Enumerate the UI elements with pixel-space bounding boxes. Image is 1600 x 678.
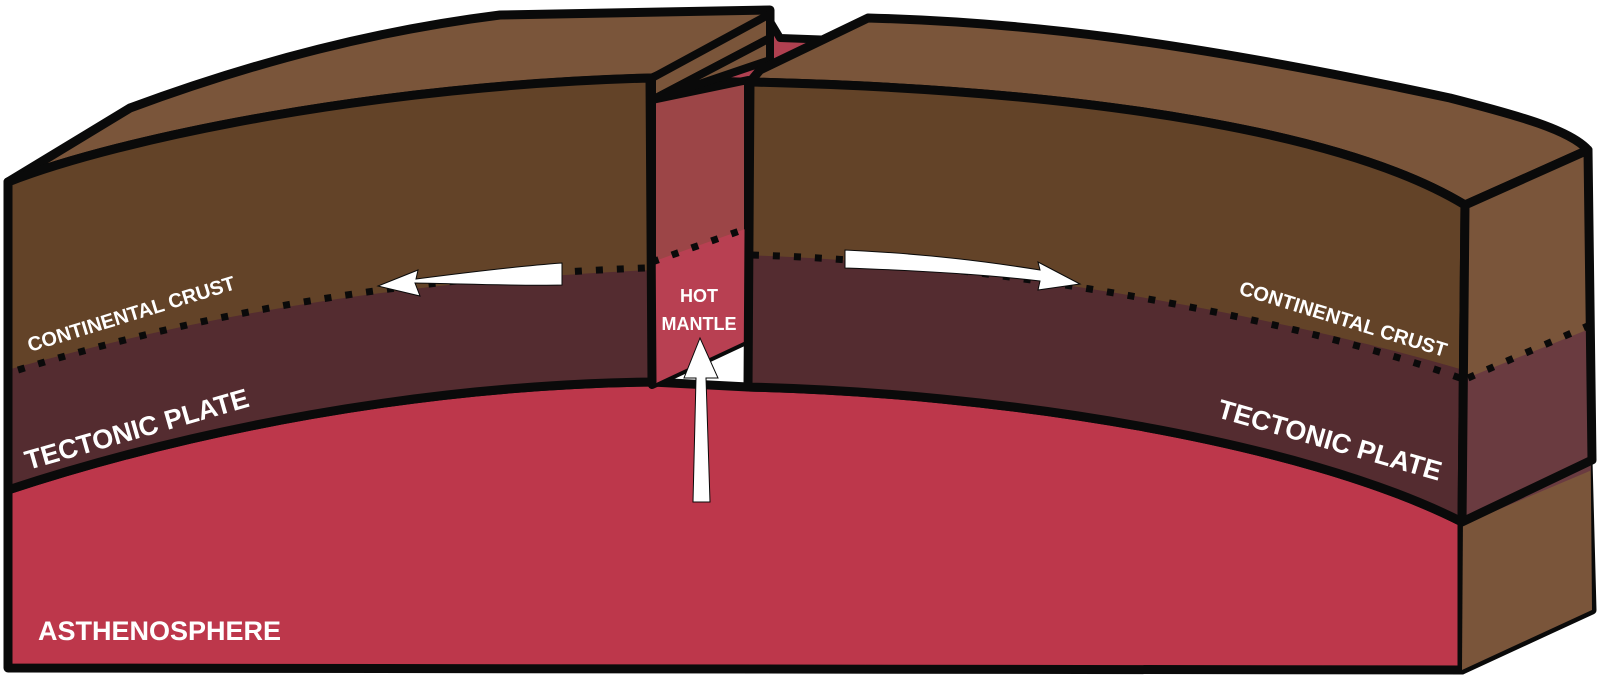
right-arrow-icon (844, 249, 1082, 291)
up-arrow-icon (683, 336, 719, 503)
mantle-gap-lower (652, 228, 748, 385)
mantle-gap-dotted-line (650, 224, 750, 266)
right-side-crust-boundary (1466, 321, 1592, 382)
right-block-side-outline (1457, 145, 1597, 527)
left-crust-boundary (16, 264, 647, 374)
asthenosphere-label: ASTHENOSPHERE (38, 616, 281, 646)
left-arrow-icon (376, 262, 563, 297)
mantle-label-line1: HOT (680, 286, 718, 306)
mantle-label-line2: MANTLE (662, 314, 737, 334)
left-block-side (648, 34, 774, 104)
left-block-front-outline (3, 73, 657, 495)
